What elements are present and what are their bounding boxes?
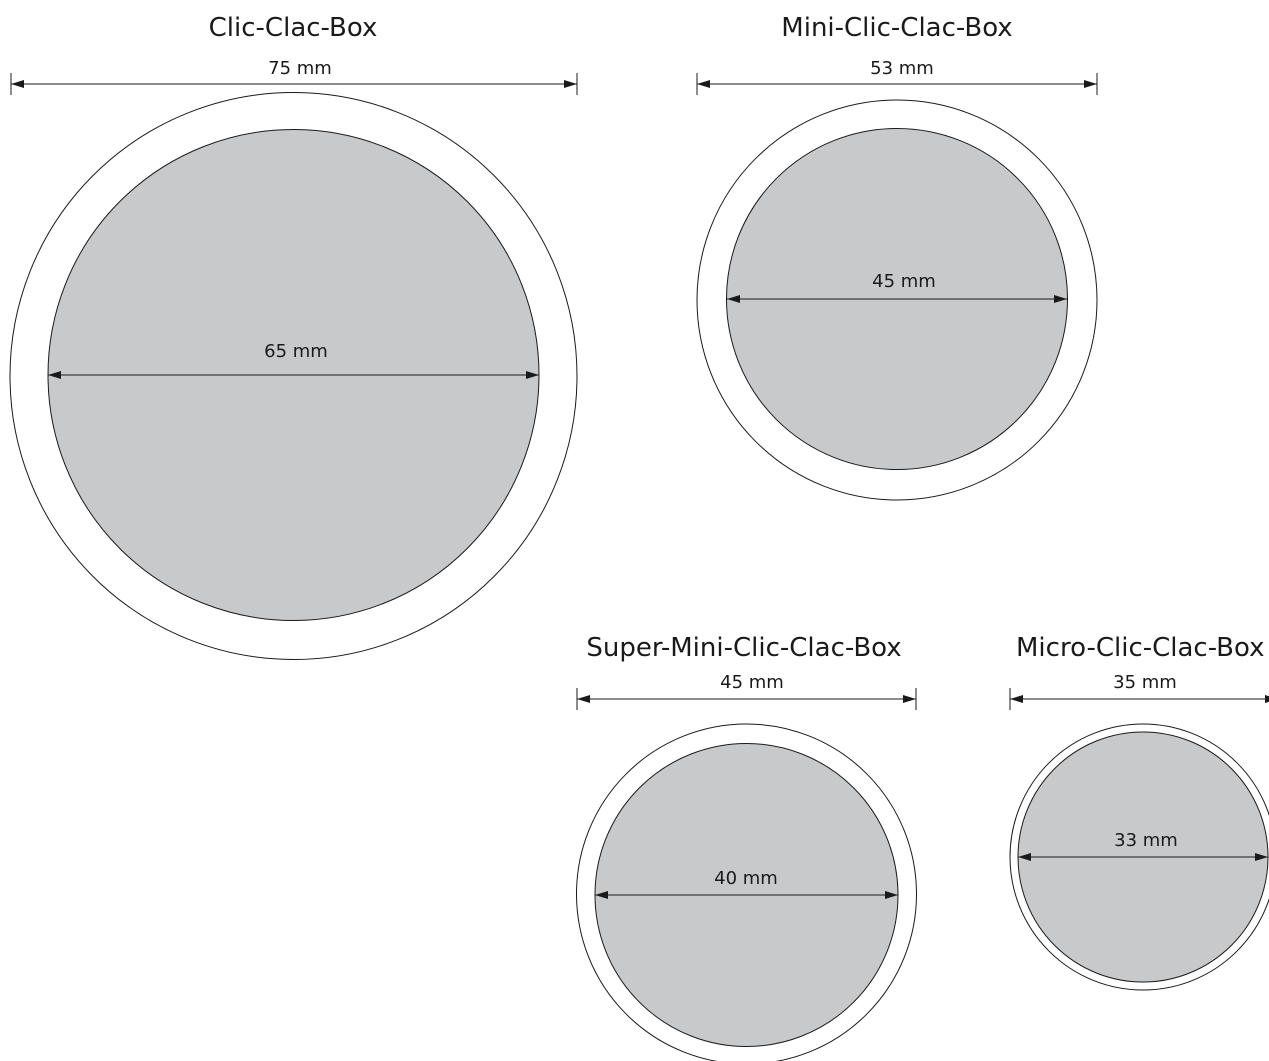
super-mini-clic-clac-box-inner-diameter-label: 40 mm	[714, 868, 778, 889]
super-mini-clic-clac-box-outer-diameter-label: 45 mm	[720, 672, 784, 693]
micro-clic-clac-box-inner-arrow-right	[1255, 853, 1268, 861]
clic-clac-box-inner-arrow-right	[526, 371, 539, 379]
clic-clac-box-outer-diameter-label: 75 mm	[268, 58, 332, 79]
mini-clic-clac-box-inner-arrow-right	[1054, 295, 1067, 303]
micro-clic-clac-box-title: Micro-Clic-Clac-Box	[1016, 633, 1265, 663]
super-mini-clic-clac-box-outer-arrow-left	[577, 695, 590, 703]
clic-clac-box-outer-arrow-right	[564, 80, 577, 88]
micro-clic-clac-box-group: Micro-Clic-Clac-Box 35 mm 33 mm	[1009, 633, 1269, 991]
clic-clac-box-inner-arrow-left	[48, 371, 61, 379]
super-mini-clic-clac-box-inner-arrow-left	[595, 891, 608, 899]
mini-clic-clac-box-title: Mini-Clic-Clac-Box	[781, 13, 1012, 43]
super-mini-clic-clac-box-outer-arrow-right	[903, 695, 916, 703]
micro-clic-clac-box-outer-diameter-label: 35 mm	[1113, 672, 1177, 693]
micro-clic-clac-box-inner-diameter-label: 33 mm	[1114, 830, 1178, 851]
clic-clac-box-inner-diameter-label: 65 mm	[264, 341, 328, 362]
clic-clac-box-title: Clic-Clac-Box	[209, 13, 378, 43]
mini-clic-clac-box-group: Mini-Clic-Clac-Box 53 mm 45 mm	[696, 13, 1098, 501]
super-mini-clic-clac-box-title: Super-Mini-Clic-Clac-Box	[586, 633, 901, 663]
mini-clic-clac-box-outer-arrow-right	[1084, 80, 1097, 88]
micro-clic-clac-box-outer-arrow-right	[1265, 695, 1269, 703]
super-mini-clic-clac-box-inner-arrow-right	[885, 891, 898, 899]
clic-clac-box-outer-arrow-left	[11, 80, 24, 88]
micro-clic-clac-box-inner-arrow-left	[1018, 853, 1031, 861]
mini-clic-clac-box-outer-arrow-left	[697, 80, 710, 88]
clic-clac-box-group: Clic-Clac-Box 75 mm 65 mm	[9, 13, 578, 660]
super-mini-clic-clac-box-group: Super-Mini-Clic-Clac-Box 45 mm 40 mm	[576, 633, 917, 1061]
mini-clic-clac-box-inner-diameter-label: 45 mm	[872, 271, 936, 292]
mini-clic-clac-box-inner-arrow-left	[727, 295, 740, 303]
micro-clic-clac-box-outer-arrow-left	[1010, 695, 1023, 703]
mini-clic-clac-box-outer-diameter-label: 53 mm	[870, 58, 934, 79]
